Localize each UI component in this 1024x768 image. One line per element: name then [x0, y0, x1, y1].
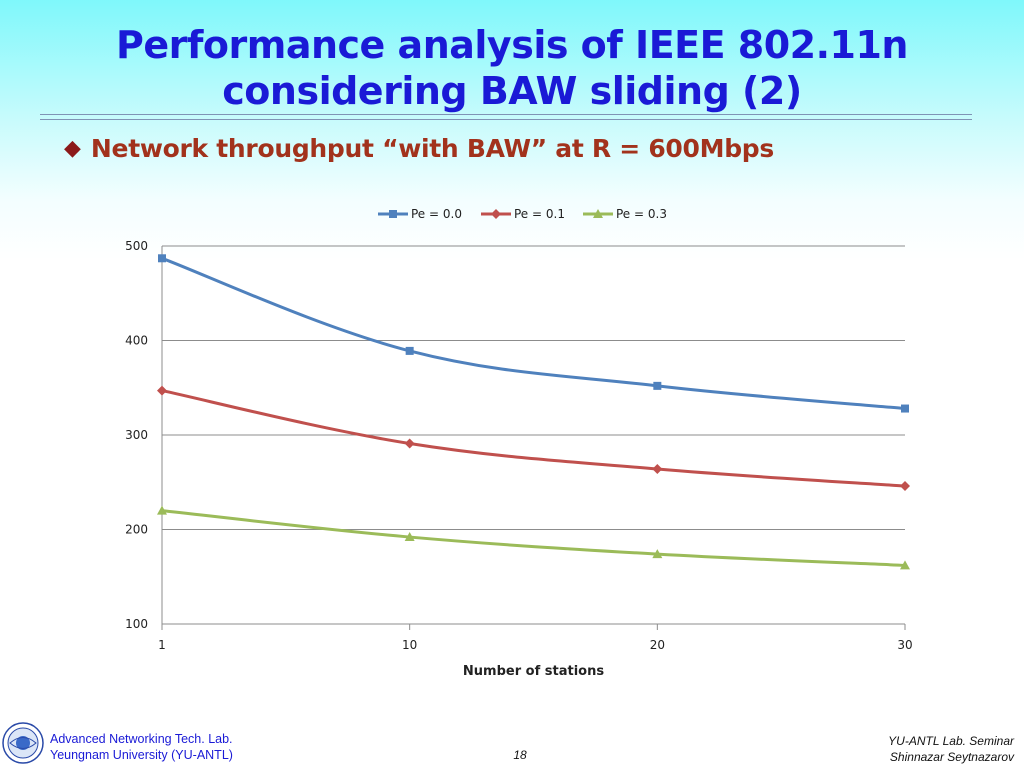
series-line	[161, 389, 906, 488]
diamond-bullet-icon: ◆	[64, 135, 81, 160]
bullet-text: Network throughput “with BAW” at R = 600…	[90, 133, 774, 163]
legend-label: Pe = 0.1	[514, 207, 565, 221]
throughput-line-chart: 100 200 300 400 500 1 10 20 30 Number of stations…	[125, 207, 913, 679]
data-point	[157, 505, 167, 515]
slide-title-line1: Performance analysis of IEEE 802.11n	[116, 23, 909, 67]
legend-marker	[491, 209, 501, 219]
legend-label: Pe = 0.0	[411, 207, 462, 221]
y-tick-label: 200	[125, 523, 148, 537]
y-tick-label: 300	[125, 428, 148, 442]
x-axis-title: Number of stations	[463, 664, 604, 679]
footer-lab-name: Advanced Networking Tech. Lab.	[50, 732, 233, 746]
data-point	[652, 464, 663, 475]
bullet-item: ◆ Network throughput “with BAW” at R = 6…	[64, 132, 774, 164]
footer-author: Shinnazar Seytnazarov	[889, 750, 1014, 764]
x-tick-label: 30	[897, 638, 912, 652]
title-divider	[40, 114, 972, 120]
data-point	[404, 438, 415, 449]
x-tick-label: 20	[650, 638, 665, 652]
data-point	[404, 532, 415, 542]
legend-marker	[593, 209, 603, 218]
footer-seminar-info: YU-ANTL Lab. Seminar Shinnazar Seytnazar…	[888, 733, 1014, 765]
university-logo-icon	[2, 722, 44, 764]
series-line	[161, 256, 906, 411]
data-point	[405, 346, 414, 355]
footer-university: Yeungnam University (YU-ANTL)	[50, 748, 233, 762]
x-tick-label: 1	[158, 638, 166, 652]
legend-label: Pe = 0.3	[616, 207, 667, 221]
data-point	[158, 254, 166, 263]
data-point	[157, 385, 167, 396]
footer-lab-info: Advanced Networking Tech. Lab. Yeungnam …	[50, 731, 233, 763]
slide-title: Performance analysis of IEEE 802.11n con…	[0, 22, 1024, 114]
data-point	[653, 381, 662, 390]
footer-seminar: YU-ANTL Lab. Seminar	[888, 734, 1014, 748]
series-line	[161, 509, 906, 567]
data-point	[900, 560, 910, 570]
page-number: 18	[513, 748, 527, 762]
y-tick-label: 400	[125, 334, 148, 348]
slide-title-line2: considering BAW sliding (2)	[222, 69, 802, 113]
legend-marker	[389, 210, 397, 218]
y-tick-label: 500	[125, 239, 148, 253]
y-tick-label: 100	[125, 617, 148, 631]
data-point	[900, 481, 910, 492]
data-point	[901, 404, 909, 413]
x-tick-label: 10	[402, 638, 417, 652]
data-point	[652, 549, 663, 559]
